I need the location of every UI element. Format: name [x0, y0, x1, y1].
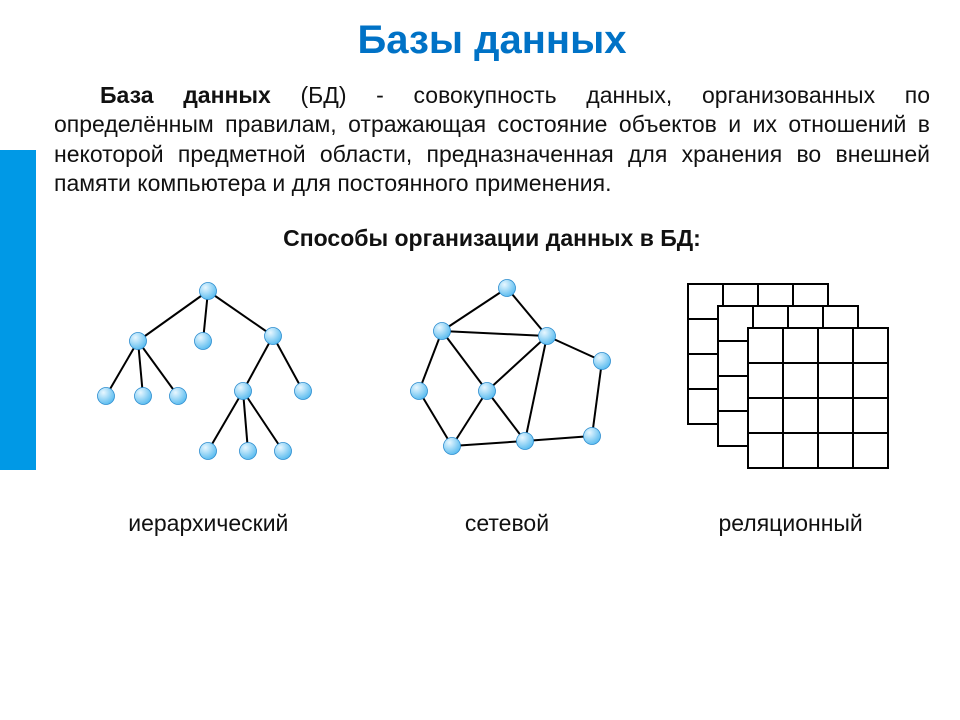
network-column: сетевой — [397, 276, 617, 537]
network-diagram — [397, 276, 617, 476]
definition-term: База данных — [100, 82, 271, 108]
slide-body: Базы данных База данных (БД) - совокупно… — [36, 0, 960, 720]
hierarchical-column: иерархический — [78, 276, 338, 537]
subheading: Способы организации данных в БД: — [54, 225, 930, 252]
definition-text: База данных (БД) - совокупность данных, … — [54, 81, 930, 199]
network-label: сетевой — [465, 510, 549, 537]
hierarchical-diagram — [78, 276, 338, 476]
relational-column: реляционный — [676, 276, 906, 537]
hierarchical-label: иерархический — [128, 510, 288, 537]
side-accent-bar — [0, 150, 36, 470]
relational-diagram — [676, 276, 906, 476]
diagrams-row: иерархический сетевой реляционный — [54, 276, 930, 537]
relational-label: реляционный — [718, 510, 862, 537]
page-title: Базы данных — [54, 18, 930, 63]
